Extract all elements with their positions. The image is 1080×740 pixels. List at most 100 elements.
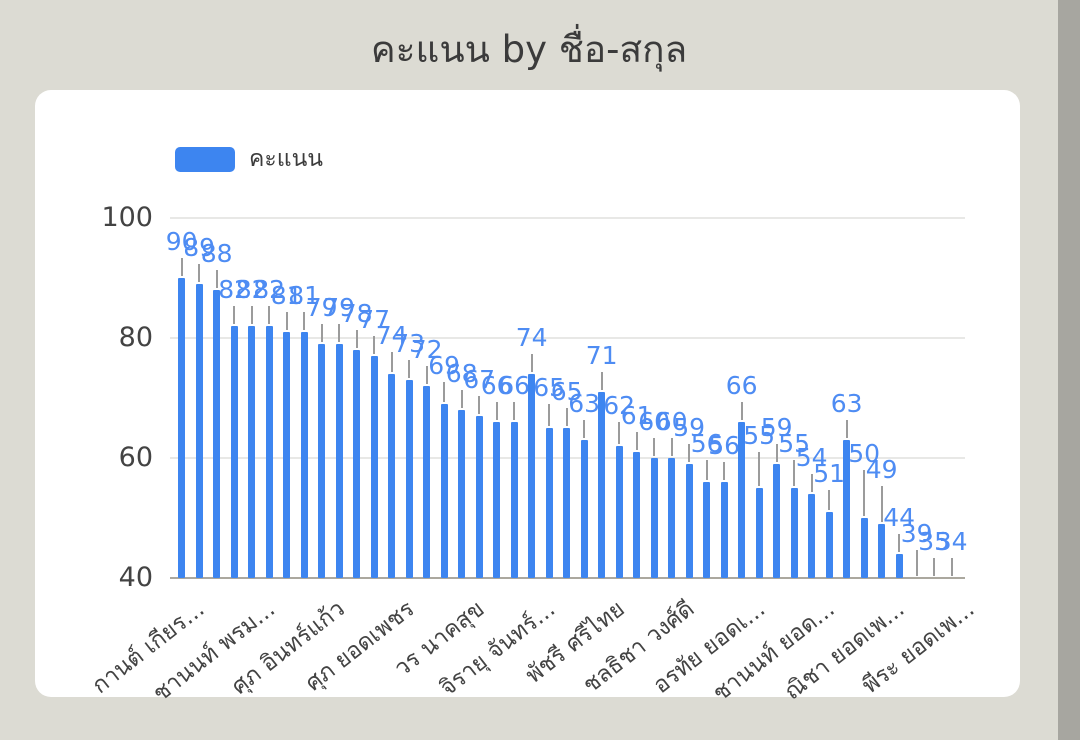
bar[interactable] [230, 326, 238, 578]
bar[interactable] [843, 440, 851, 578]
bar-value-label: 50 [848, 439, 881, 468]
bar[interactable] [860, 518, 868, 578]
label-leader-line [653, 438, 656, 456]
bar[interactable] [335, 344, 343, 578]
bar-value-label: 56 [690, 429, 723, 458]
bar[interactable] [300, 332, 308, 578]
label-leader-line [250, 306, 253, 324]
label-leader-line [233, 306, 236, 324]
bar[interactable] [685, 464, 693, 578]
legend[interactable]: คะแนน [175, 146, 323, 172]
bar-value-label: 67 [463, 365, 496, 394]
bar-value-label: 49 [865, 455, 898, 484]
bar[interactable] [283, 332, 291, 578]
bar[interactable] [773, 464, 781, 578]
label-leader-line [635, 432, 638, 450]
bar[interactable] [458, 410, 466, 578]
bar[interactable] [808, 494, 816, 578]
bar[interactable] [720, 482, 728, 578]
label-leader-line [443, 382, 446, 402]
bar-value-label: 68 [445, 359, 478, 388]
bar[interactable] [650, 458, 658, 578]
bar[interactable] [598, 392, 606, 578]
bar[interactable] [738, 422, 746, 578]
bar[interactable] [878, 524, 886, 578]
bar[interactable] [755, 488, 763, 578]
label-leader-line [845, 420, 848, 438]
bar[interactable] [790, 488, 798, 578]
bar-value-label: 59 [673, 413, 706, 442]
bar-value-label: 78 [340, 299, 373, 328]
label-leader-line [460, 390, 463, 408]
bar[interactable] [423, 386, 431, 578]
bar-value-label: 65 [550, 377, 583, 406]
bar[interactable] [475, 416, 483, 578]
bar-value-label: 63 [830, 389, 863, 418]
label-leader-line [828, 490, 831, 510]
label-leader-line [705, 460, 708, 480]
label-leader-line [425, 366, 428, 384]
bar[interactable] [370, 356, 378, 578]
bar-value-label: 60 [655, 407, 688, 436]
label-leader-line [898, 534, 901, 552]
legend-label: คะแนน [249, 146, 324, 172]
bar[interactable] [633, 452, 641, 578]
y-axis-tick-label: 100 [101, 202, 153, 233]
bar-value-label: 66 [480, 371, 513, 400]
bar[interactable] [895, 554, 903, 578]
bar[interactable] [528, 374, 536, 578]
chart-card: คะแนน 100 80 60 40 90 89 88 82 82 82 81 81 79 79 78 77 7… [35, 90, 1020, 707]
label-leader-line [810, 474, 813, 492]
bar[interactable] [213, 290, 221, 578]
bar[interactable] [668, 458, 676, 578]
label-leader-line [933, 558, 936, 576]
label-leader-line [670, 438, 673, 456]
label-leader-line [495, 402, 498, 420]
bar[interactable] [510, 422, 518, 578]
scrollbar-track[interactable] [1058, 0, 1080, 740]
label-leader-line [565, 408, 568, 426]
bar[interactable] [318, 344, 326, 578]
bar[interactable] [178, 278, 186, 578]
label-leader-line [723, 462, 726, 480]
bar-value-label: 63 [568, 389, 601, 418]
label-leader-line [915, 550, 918, 576]
bar[interactable] [195, 284, 203, 578]
bar-value-label: 56 [708, 431, 741, 460]
bar[interactable] [580, 440, 588, 578]
bar-value-label: 51 [813, 459, 846, 488]
bar[interactable] [248, 326, 256, 578]
bar[interactable] [615, 446, 623, 578]
label-leader-line [303, 312, 306, 330]
label-leader-line [863, 470, 866, 516]
bar-value-label: 59 [760, 413, 793, 442]
bar-value-label: 82 [218, 275, 251, 304]
y-axis-tick-label: 40 [118, 562, 153, 593]
label-leader-line [793, 460, 796, 486]
bar[interactable] [825, 512, 833, 578]
bar[interactable] [545, 428, 553, 578]
bar[interactable] [353, 350, 361, 578]
bar[interactable] [440, 404, 448, 578]
bar-value-label: 81 [288, 281, 321, 310]
bar[interactable] [493, 422, 501, 578]
bar-value-label: 77 [358, 305, 391, 334]
label-leader-line [285, 312, 288, 330]
x-axis-baseline [170, 577, 965, 579]
label-leader-line [180, 258, 183, 276]
bar-value-label: 82 [253, 275, 286, 304]
label-leader-line [338, 324, 341, 342]
label-leader-line [320, 324, 323, 342]
bar-value-label: 90 [165, 227, 198, 256]
label-leader-line [355, 330, 358, 348]
label-leader-line [548, 404, 551, 426]
bar[interactable] [265, 326, 273, 578]
bar-value-label: 34 [935, 527, 968, 556]
bar[interactable] [703, 482, 711, 578]
label-leader-line [408, 360, 411, 378]
bar[interactable] [405, 380, 413, 578]
label-leader-line [740, 402, 743, 420]
label-leader-line [880, 486, 883, 522]
bar[interactable] [563, 428, 571, 578]
bar[interactable] [388, 374, 396, 578]
